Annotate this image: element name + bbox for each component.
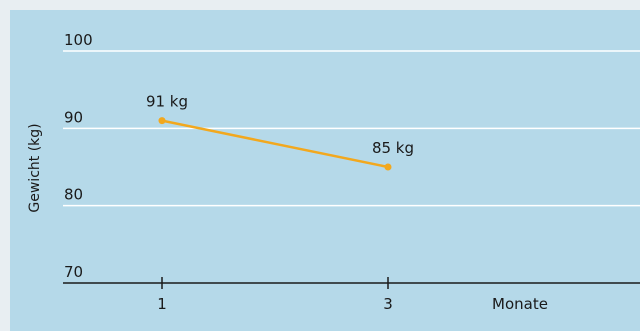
axis-layer bbox=[63, 277, 640, 289]
x-tick-label-1: 1 bbox=[157, 295, 167, 313]
y-tick-label-90: 90 bbox=[64, 108, 83, 126]
data-point-3 bbox=[384, 163, 392, 171]
y-tick-label-80: 80 bbox=[64, 186, 83, 204]
data-point-1 bbox=[158, 117, 166, 125]
data-label-1: 91 kg bbox=[146, 93, 188, 111]
label-layer: 70 80 90 100 1 3 91 kg 85 kg bbox=[64, 31, 414, 313]
x-axis-title: Monate bbox=[492, 295, 548, 313]
data-label-3: 85 kg bbox=[372, 139, 414, 157]
series-line-0 bbox=[161, 119, 389, 169]
y-tick-label-70: 70 bbox=[64, 263, 83, 281]
x-tick-label-3: 3 bbox=[383, 295, 393, 313]
y-axis-title: Gewicht (kg) bbox=[27, 123, 43, 212]
chart-panel bbox=[10, 10, 640, 331]
series-layer bbox=[158, 117, 392, 171]
y-tick-label-100: 100 bbox=[64, 31, 93, 49]
grid-layer bbox=[63, 50, 640, 207]
